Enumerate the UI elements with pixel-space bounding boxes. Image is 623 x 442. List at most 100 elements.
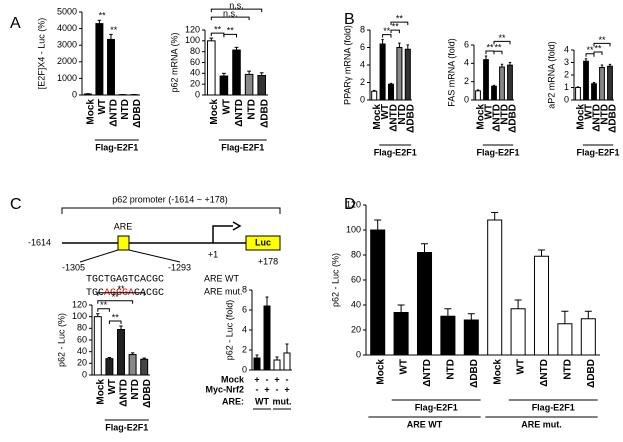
y-tick-label: 80	[351, 249, 361, 259]
bar	[510, 308, 526, 356]
bar	[105, 358, 114, 376]
bracket	[223, 33, 237, 38]
y-axis-label: FAS mRNA (fold)	[446, 38, 456, 107]
bar	[557, 323, 573, 356]
bar	[117, 329, 125, 376]
bar	[491, 85, 497, 101]
group-label: Flag-E2F1	[105, 422, 148, 432]
bracket-label: **	[100, 300, 108, 310]
y-tick-label: 3	[564, 57, 569, 67]
bracket-label: **	[227, 26, 235, 36]
x-tick-label: Mock	[95, 379, 106, 405]
bracket	[585, 53, 595, 57]
x-tick-label: ΔDBD	[586, 359, 597, 388]
y-tick-label: 6	[360, 42, 365, 52]
bar	[379, 43, 386, 101]
row-mark: -	[276, 384, 279, 394]
x-tick-label: ΔDBD	[508, 104, 519, 133]
bar	[107, 38, 115, 96]
x-tick-label: WT	[399, 359, 410, 375]
group-label: Flag-E2F1	[374, 147, 417, 157]
bar	[83, 93, 92, 96]
y-tick-label: 20	[190, 79, 200, 89]
row-group: mut.	[273, 396, 292, 406]
seq-part: CACGC	[134, 288, 164, 299]
y-tick-label: 40	[351, 299, 361, 309]
x-tick-label: ΔDBD	[469, 359, 480, 388]
row-mark: -	[256, 384, 259, 394]
bracket	[493, 40, 511, 45]
row-mark: +	[254, 374, 259, 384]
bar	[607, 65, 613, 101]
bar	[207, 40, 216, 96]
y-axis-label: [E2F]X4 - Luc (%)	[36, 18, 46, 90]
x-tick-label: WT	[584, 104, 595, 120]
diagram-title: p62 promoter (-1614 ~ +178)	[112, 194, 228, 204]
row-label: Mock	[221, 374, 245, 384]
x-tick-label: WT	[516, 359, 527, 375]
y-axis-label: aP2 mRNA (fold)	[546, 41, 556, 109]
tss-arrow	[212, 225, 233, 243]
x-tick-label: NTD	[247, 99, 258, 120]
y-tick-label: 60	[351, 274, 361, 284]
y-tick-label: 3000	[57, 40, 77, 50]
mut-label: ARE mut.	[204, 286, 243, 296]
y-tick-label: 0	[564, 94, 569, 104]
bar	[257, 75, 266, 96]
bar	[487, 219, 503, 356]
start-label: -1614	[28, 237, 51, 247]
y-tick-label: 20	[351, 324, 361, 334]
y-axis-label: p62 mRNA (%)	[169, 32, 179, 92]
y-tick-label: 0	[195, 89, 200, 99]
y-tick-label: 0	[360, 94, 365, 104]
y-tick-label: 4	[360, 59, 365, 69]
x-tick-label: WT	[484, 104, 495, 120]
row-mark: +	[284, 384, 289, 394]
group-label: Flag-E2F1	[95, 142, 138, 152]
x-tick-label: Mock	[209, 99, 220, 125]
bar	[128, 354, 137, 376]
bar	[273, 359, 281, 371]
bar	[580, 318, 596, 356]
bar	[575, 87, 581, 101]
bracket-label: **	[392, 22, 400, 32]
x-tick-label: ΔNTD	[492, 104, 503, 132]
group-label: Flag-E2F1	[415, 402, 458, 412]
panel-label: D	[344, 196, 356, 213]
bar	[499, 66, 505, 101]
bracket	[593, 42, 611, 47]
row-mark: -	[286, 374, 289, 384]
bracket-label: **	[396, 14, 404, 24]
x-tick-label: Mock	[372, 104, 383, 130]
bracket-label: **	[214, 25, 222, 35]
x-tick-label: ΔDBD	[608, 104, 619, 133]
y-tick-label: 120	[185, 24, 200, 34]
reporter-label: Luc	[255, 237, 271, 247]
y-axis-label: p62 - Luc (fold)	[224, 300, 234, 361]
bracket	[97, 292, 145, 296]
bar	[370, 229, 386, 356]
x-tick-label: WT	[107, 379, 118, 395]
luc-box	[245, 235, 281, 251]
y-tick-label: 4000	[57, 23, 77, 33]
y-tick-label: 120	[346, 199, 361, 209]
y-tick-label: 2	[464, 76, 469, 86]
y-tick-label: 8	[242, 284, 247, 294]
x-tick-label: Mock	[576, 104, 587, 130]
bracket-label: n.s.	[229, 1, 244, 11]
bar	[463, 319, 479, 356]
y-tick-label: 20	[77, 358, 87, 368]
bracket-label: **	[498, 33, 506, 43]
x-tick-label: ΔDBD	[259, 99, 270, 128]
x-tick-label: ΔNTD	[422, 359, 433, 387]
bracket-label: **	[383, 26, 391, 36]
x-tick-label: NTD	[397, 104, 408, 125]
y-tick-label: 80	[77, 323, 87, 333]
x-tick-label: NTD	[563, 359, 574, 380]
left-pos: -1305	[62, 262, 85, 272]
x-tick-label: NTD	[446, 359, 457, 380]
bar	[393, 312, 409, 356]
bar	[404, 48, 411, 101]
